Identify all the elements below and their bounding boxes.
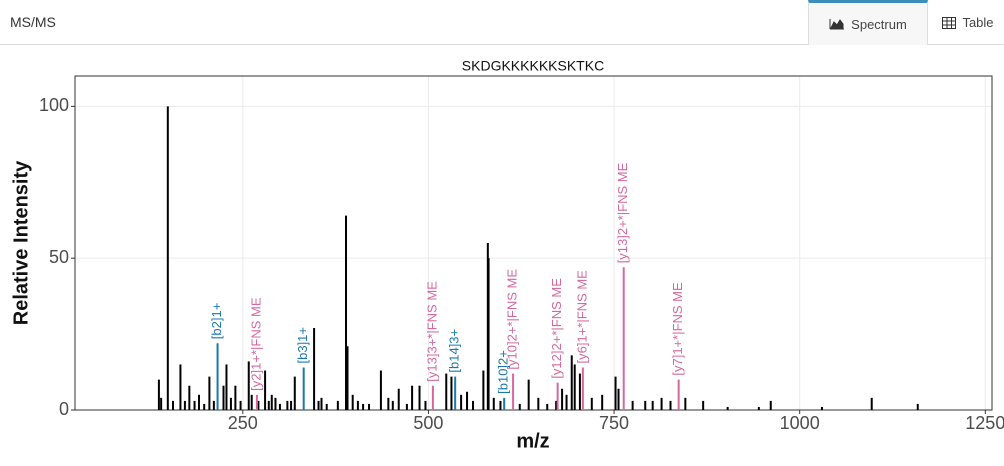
peak-label: [y12]2+*|FNS ME (549, 278, 564, 379)
peak-label: [y7]1+*|FNS ME (670, 282, 685, 376)
peak-label: [b14]3+ (447, 329, 462, 373)
y-tick-label: 50 (49, 247, 69, 267)
peak-label: [b3]1+ (295, 327, 310, 364)
x-tick-label: 1250 (965, 413, 1004, 433)
table-icon (942, 16, 957, 29)
y-tick-label: 0 (59, 399, 69, 419)
header-title: MS/MS (10, 14, 56, 30)
tab-label: Spectrum (851, 16, 907, 32)
tab-table[interactable]: Table (932, 0, 1004, 45)
plot-border (74, 75, 993, 411)
peak-label: [y13]2+*|FNS ME (615, 162, 630, 263)
tab-spectrum[interactable]: Spectrum (808, 0, 928, 45)
peak-label: [y10]2+*|FNS ME (505, 269, 520, 370)
peak-label: [y13]3+*|FNS ME (424, 281, 439, 382)
x-tick-label: 250 (228, 413, 258, 433)
y-axis-title: Relative Intensity (10, 160, 32, 325)
area-icon (829, 19, 845, 30)
x-tick-label: 750 (599, 413, 629, 433)
x-tick-label: 1000 (780, 413, 820, 433)
header: MS/MS Spectrum Table (0, 0, 1004, 45)
chart-title: SKDGKKKKKKSKTKC (462, 58, 604, 74)
x-axis-title: m/z (516, 430, 549, 452)
tab-label: Table (962, 15, 994, 30)
peak-label: [y2]1+*|FNS ME (248, 297, 263, 391)
peak-label: [b10]2+ (496, 350, 511, 394)
y-tick-label: 100 (39, 95, 69, 115)
peak-label: [b2]1+ (209, 303, 224, 340)
peak-label: [y6]1+*|FNS ME (574, 270, 589, 364)
x-tick-label: 500 (413, 413, 443, 433)
